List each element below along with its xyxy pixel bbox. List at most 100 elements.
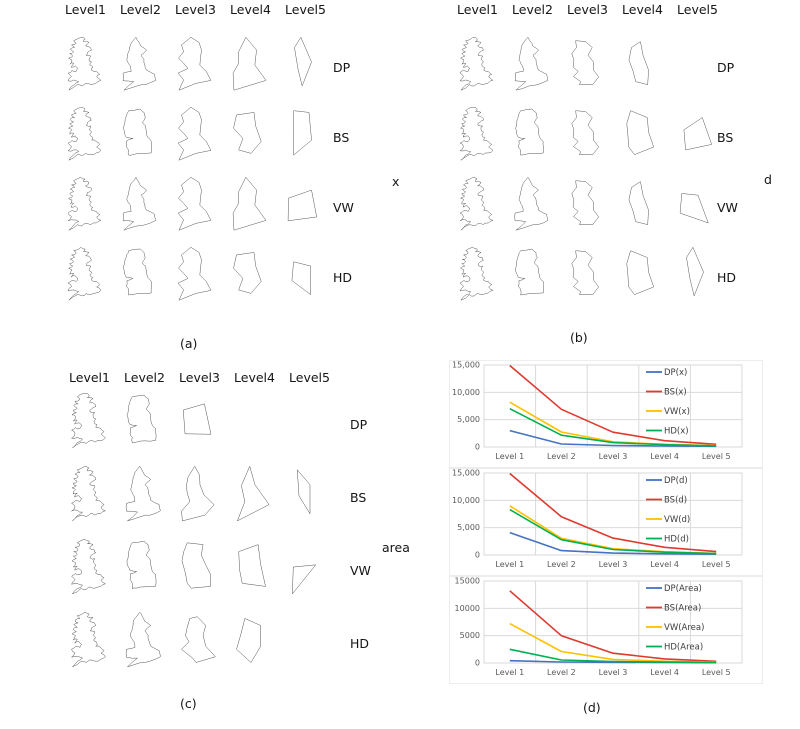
map-b-VW-level3 [565, 176, 611, 240]
map-outline-svg [296, 469, 310, 515]
map-outline-svg [122, 108, 152, 156]
map-outline-svg [125, 466, 161, 522]
map-a-BS-level3 [173, 106, 219, 170]
x-tick-label: Level 3 [599, 452, 628, 461]
map-a-DP-level4 [228, 36, 274, 100]
series-line-BS(Area) [509, 590, 717, 663]
y-tick-label: 5,000 [457, 523, 480, 532]
map-outline-svg [70, 612, 106, 668]
map-outline-svg [514, 37, 548, 91]
level-header-a-2: Level2 [120, 2, 161, 17]
map-outline-svg [180, 616, 216, 663]
map-outline-svg [235, 618, 261, 663]
level-header-c-1: Level1 [69, 370, 110, 385]
y-tick-label: 5000 [460, 631, 480, 640]
map-b-HD-level2 [510, 246, 556, 310]
map-a-VW-level4 [228, 176, 274, 240]
map-outline-svg [626, 110, 654, 155]
map-b-VW-level4 [620, 176, 666, 240]
map-c-VW-level2 [121, 538, 169, 604]
level-header-b-1: Level1 [457, 2, 498, 17]
map-outline-svg [293, 37, 312, 87]
level-header-a-5: Level5 [285, 2, 326, 17]
level-header-c-4: Level4 [234, 370, 275, 385]
level-header-b-5: Level5 [677, 2, 718, 17]
map-outline-svg [236, 466, 269, 522]
map-outline-svg [571, 40, 599, 85]
x-tick-label: Level 3 [599, 668, 628, 677]
map-a-DP-level2 [118, 36, 164, 100]
x-tick-label: Level 5 [702, 452, 731, 461]
level-header-a-3: Level3 [175, 2, 216, 17]
map-outline-svg [177, 107, 211, 161]
map-outline-svg [291, 261, 311, 295]
map-b-DP-level4 [620, 36, 666, 100]
map-outline-svg [459, 177, 493, 231]
map-a-HD-level2 [118, 246, 164, 310]
row-label-b-VW: VW [717, 200, 738, 215]
series-line-HD(x) [509, 407, 717, 447]
map-c-BS-level4 [231, 465, 279, 531]
y-tick-label: 5,000 [457, 415, 480, 424]
x-tick-label: Level 5 [702, 668, 731, 677]
map-outline-svg [232, 112, 261, 154]
row-label-a-BS: BS [333, 130, 350, 145]
legend-label-VW(d): VW(d) [664, 515, 690, 525]
map-outline-svg [571, 180, 599, 225]
panel-a: x (a) Level1 Level2 Level3 Level4 Level5 DP BS… [30, 0, 435, 356]
map-b-VW-level1 [455, 176, 501, 240]
map-outline-svg [126, 540, 156, 589]
map-outline-svg [122, 248, 152, 296]
map-b-HD-level5 [675, 246, 721, 310]
map-c-DP-level3 [176, 392, 224, 458]
map-a-VW-level5 [283, 176, 329, 240]
caption-b: (b) [570, 330, 588, 345]
legend-label-VW(Area): VW(Area) [664, 623, 704, 633]
legend-label-BS(Area): BS(Area) [664, 604, 701, 614]
level-header-b-2: Level2 [512, 2, 553, 17]
map-c-HD-level2 [121, 611, 169, 677]
map-a-HD-level3 [173, 246, 219, 310]
map-a-BS-level2 [118, 106, 164, 170]
x-tick-label: Level 1 [495, 452, 524, 461]
map-b-DP-level3 [565, 36, 611, 100]
map-a-VW-level3 [173, 176, 219, 240]
map-b-HD-level4 [620, 246, 666, 310]
map-c-DP-level1 [66, 392, 114, 458]
panel-c: area (c) Level1 Level2 Level3 Level4 Level5 D… [30, 358, 435, 728]
map-c-HD-level3 [176, 611, 224, 677]
x-tick-label: Level 4 [650, 452, 679, 461]
metric-label-d: d [764, 172, 772, 187]
level-header-c-2: Level2 [124, 370, 165, 385]
y-tick-label: 0 [475, 659, 480, 668]
map-b-DP-level1 [455, 36, 501, 100]
map-outline-svg [67, 177, 101, 231]
map-outline-svg [67, 247, 101, 301]
chart-area: 0 5000 10000 15000 Level 1 Level 2 Level 3 Leve… [449, 576, 763, 684]
map-a-HD-level5 [283, 246, 329, 310]
map-outline-svg [514, 108, 544, 156]
chart-svg-area: 0 5000 10000 15000 Level 1 Level 2 Level 3 Leve… [455, 577, 743, 677]
map-outline-svg [679, 193, 708, 224]
row-label-c-VW: VW [350, 563, 371, 578]
map-outline-svg [287, 189, 317, 222]
level-header-b-3: Level3 [567, 2, 608, 17]
y-tick-label: 0 [475, 551, 480, 560]
series-line-HD(Area) [509, 648, 717, 664]
map-outline-svg [459, 37, 493, 91]
map-outline-svg [126, 394, 156, 443]
chart-svg-x: 0 5,000 10,000 15,000 Level 1 Level 2 Level 3 L… [452, 361, 743, 461]
map-b-BS-level3 [565, 106, 611, 170]
map-c-BS-level3 [176, 465, 224, 531]
map-b-HD-level1 [455, 246, 501, 310]
x-tick-label: Level 5 [702, 560, 731, 569]
map-a-BS-level1 [63, 106, 109, 170]
map-outline-svg [122, 37, 156, 91]
map-c-VW-level3 [176, 538, 224, 604]
legend-label-BS(d): BS(d) [664, 496, 687, 506]
legend-label-BS(x): BS(x) [664, 388, 687, 398]
map-outline-svg [67, 107, 101, 161]
y-tick-label: 15000 [455, 577, 480, 586]
caption-d: (d) [583, 700, 601, 715]
map-a-DP-level3 [173, 36, 219, 100]
